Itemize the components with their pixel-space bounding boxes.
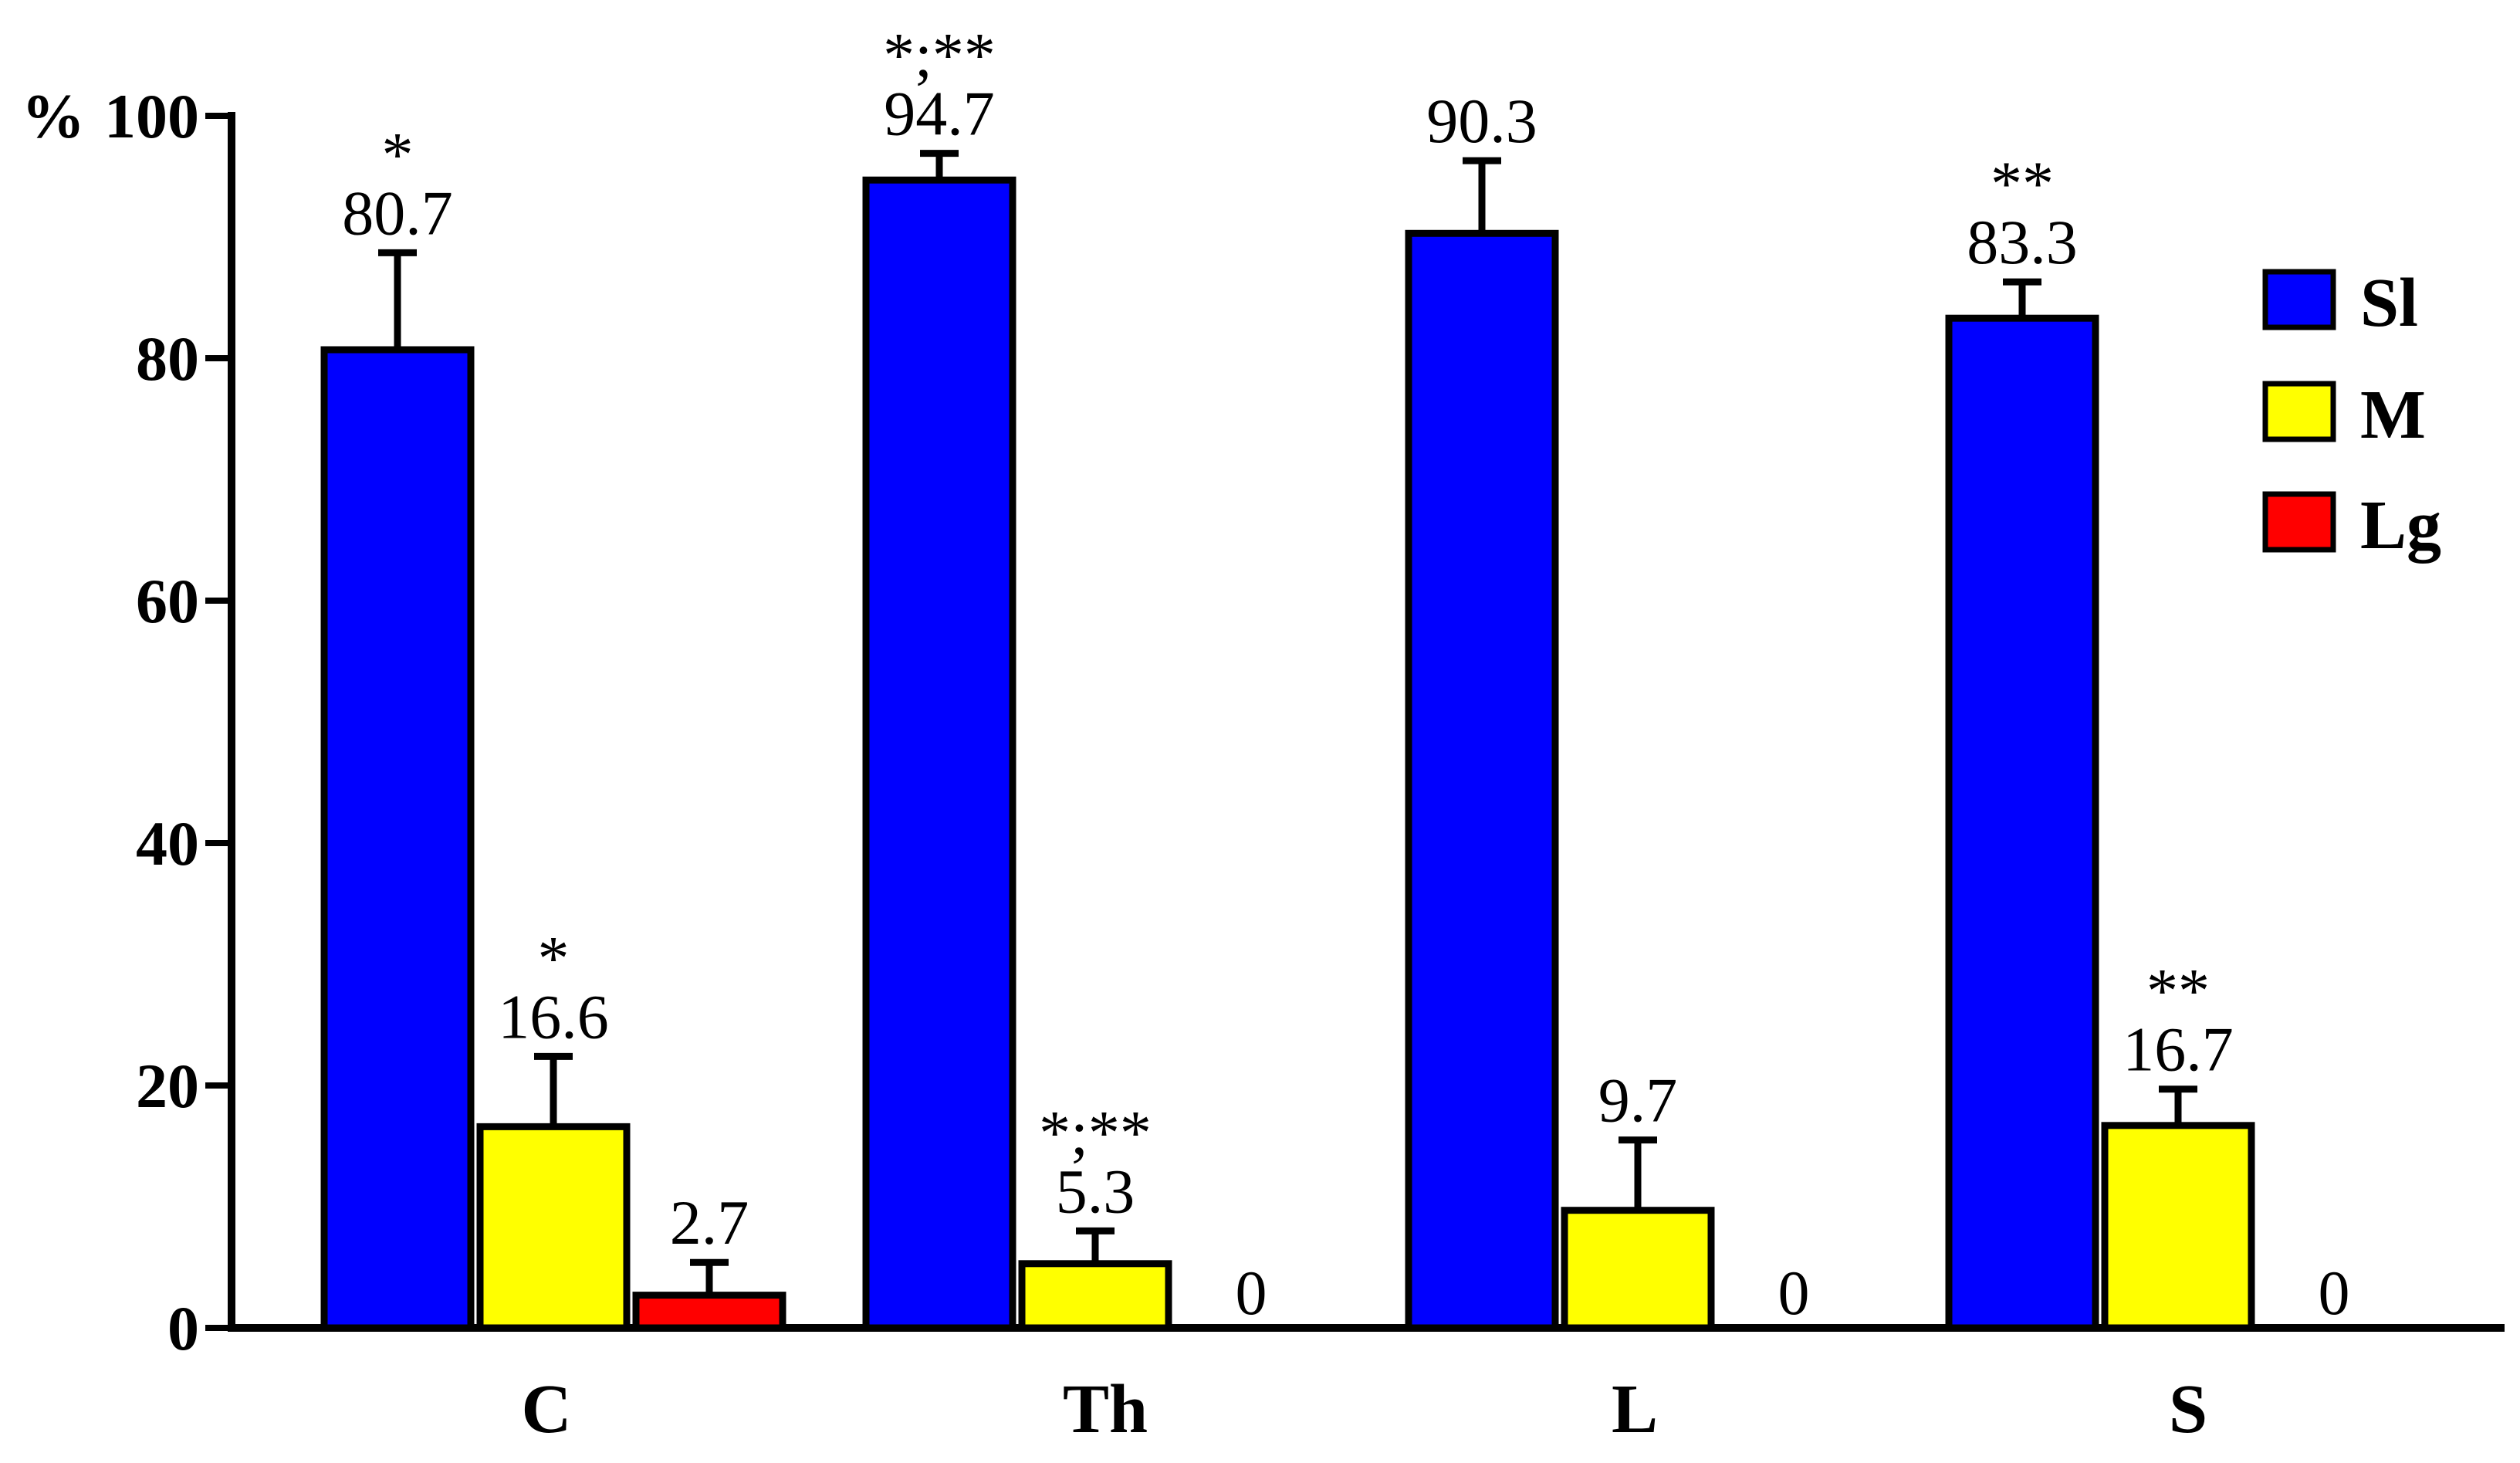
bar-sl-l (1405, 229, 1559, 1332)
bar-m-s (2101, 1122, 2255, 1332)
data-label: 0 (1236, 1258, 1267, 1328)
significance-marker: * (538, 923, 570, 993)
legend-swatch (2262, 269, 2336, 330)
y-tick-label: 60 (136, 566, 199, 636)
bar-m-l (1561, 1207, 1715, 1332)
bar-sl-th (862, 176, 1016, 1332)
data-label: 0 (2319, 1258, 2350, 1328)
significance-marker: * (382, 119, 414, 189)
x-tick-label: C (522, 1371, 572, 1448)
x-tick-label: Th (1063, 1371, 1148, 1448)
data-label: 90.3 (1426, 86, 1537, 156)
data-label: 9.7 (1598, 1065, 1678, 1136)
x-tick-label: S (2169, 1371, 2207, 1448)
data-label: 83.3 (1967, 207, 2078, 277)
legend: Sl M Lg (2262, 265, 2441, 564)
data-label: 80.7 (342, 178, 453, 248)
data-label: 2.7 (670, 1187, 749, 1258)
bar-sl-s (1945, 314, 2099, 1332)
data-label: 5.3 (1056, 1156, 1135, 1226)
data-label: 16.7 (2123, 1014, 2234, 1085)
bar-m-th (1018, 1260, 1172, 1332)
bar-sl-c (320, 346, 475, 1332)
legend-swatch (2262, 381, 2336, 442)
x-axis-ticks: C Th L S (522, 1371, 2208, 1448)
data-label: 16.6 (498, 981, 609, 1052)
x-tick-label: L (1612, 1371, 1658, 1448)
legend-label: Sl (2360, 265, 2418, 341)
y-tick-label: 100 (104, 81, 199, 151)
data-label: 94.7 (884, 79, 995, 149)
y-tick-label: 20 (136, 1051, 199, 1121)
legend-swatch (2262, 491, 2336, 553)
y-tick-label: 0 (167, 1293, 199, 1363)
bars: 80.7*94.7*;**90.383.3**16.6*5.3*;** 9.716… (320, 20, 2350, 1332)
legend-label: M (2360, 377, 2426, 453)
significance-marker: ** (1991, 148, 2054, 218)
legend-label: Lg (2360, 487, 2441, 564)
bar-m-c (476, 1123, 631, 1332)
y-axis-ticks: 0 20 40 60 80 100 (104, 81, 232, 1363)
bar-lg-c (632, 1292, 786, 1332)
y-tick-label: 40 (136, 808, 199, 879)
data-label: 0 (1778, 1258, 1810, 1328)
significance-marker: ** (2146, 956, 2210, 1026)
y-tick-label: 80 (136, 323, 199, 394)
significance-marker: *;** (883, 20, 996, 90)
significance-marker: *;** (1039, 1097, 1152, 1167)
y-axis-title: % (22, 81, 85, 151)
